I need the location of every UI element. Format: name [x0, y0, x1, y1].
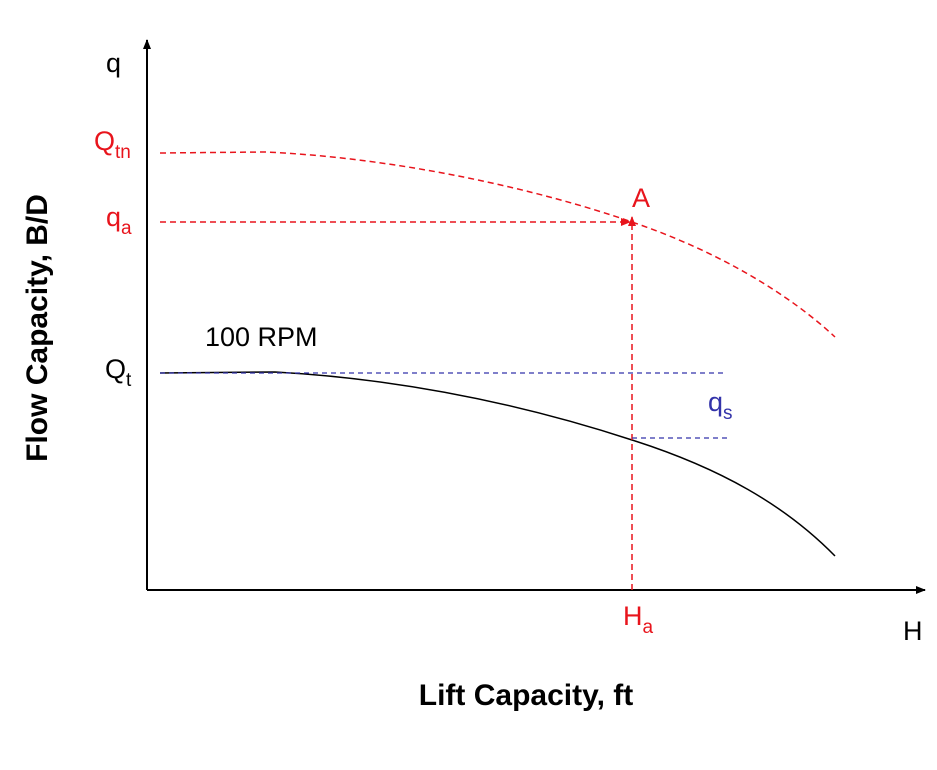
y-title: Flow Capacity, B/D — [21, 194, 54, 462]
x-title: Lift Capacity, ft — [419, 679, 633, 712]
qa-main: q — [106, 202, 121, 232]
point-label: A — [632, 183, 650, 213]
qa-label: qa — [106, 202, 132, 239]
ha-sub: a — [643, 617, 654, 638]
qt-sub: t — [126, 370, 132, 391]
qa-sub: a — [121, 218, 132, 239]
qtn-label: Qtn — [94, 126, 131, 163]
x-symbol: H — [903, 616, 923, 646]
ha-main: H — [623, 601, 643, 631]
qtn-main: Q — [94, 126, 115, 156]
y-symbol: q — [106, 48, 121, 78]
qtn-sub: tn — [115, 142, 131, 163]
qt-main: Q — [105, 354, 126, 384]
qs-sub: s — [723, 403, 733, 424]
qs-label: qs — [708, 387, 733, 424]
pump-curve — [159, 371, 836, 557]
qs-main: q — [708, 387, 723, 417]
qt-label: Qt — [105, 354, 132, 391]
speed-label: 100 RPM — [205, 322, 318, 352]
ha-label: Ha — [623, 601, 654, 638]
upper-curve — [159, 151, 836, 338]
